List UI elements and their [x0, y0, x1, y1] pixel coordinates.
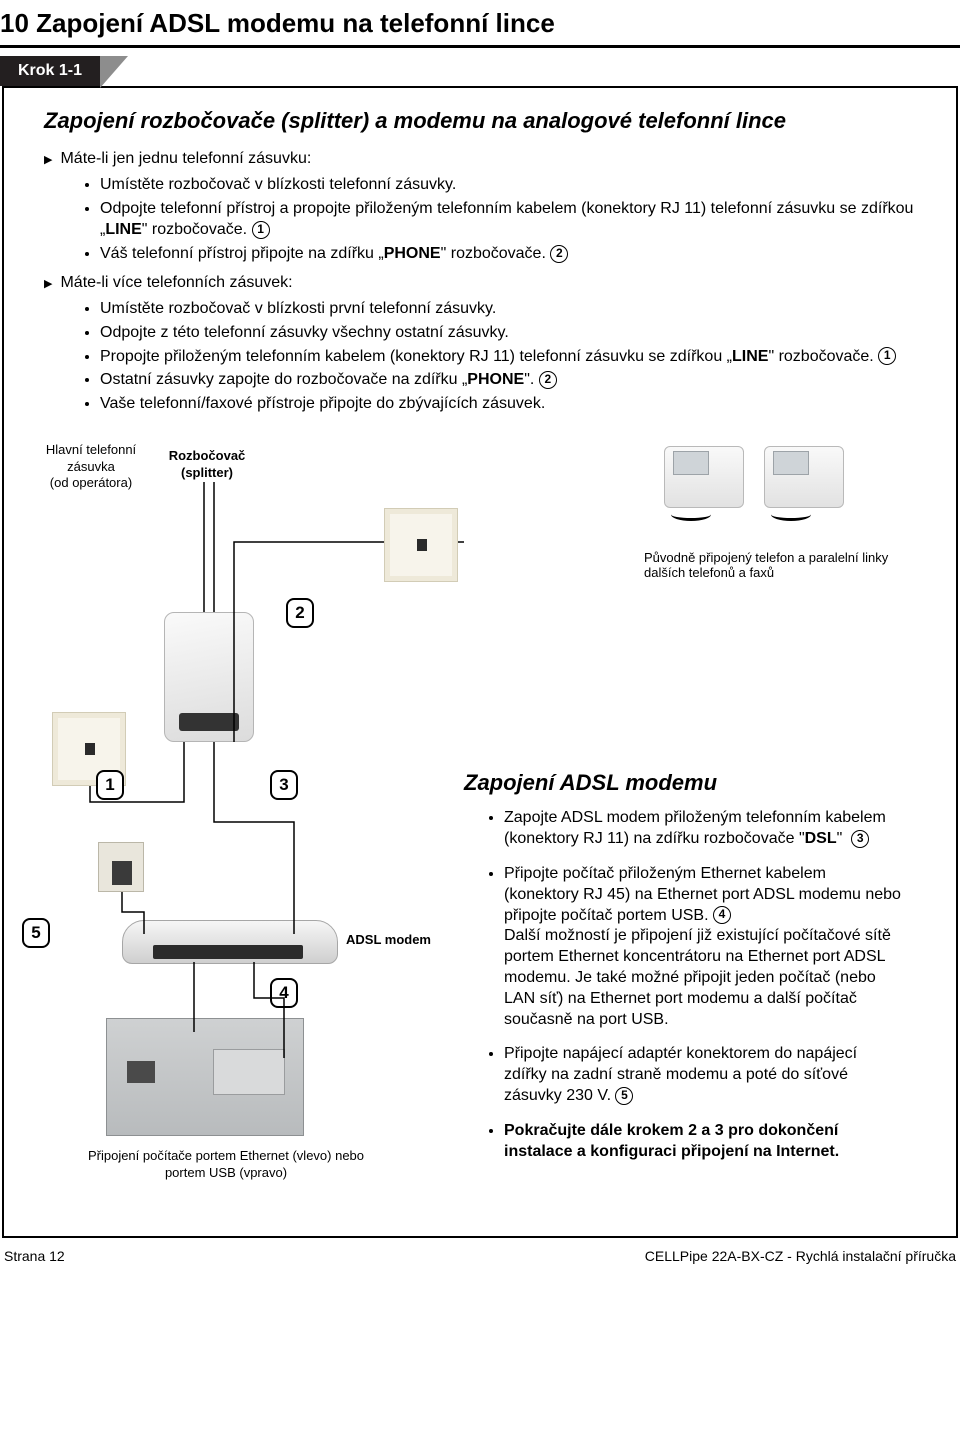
- adsl-modem-icon: [122, 920, 338, 964]
- case-one-intro: Máte-li jen jednu telefonní zásuvku:: [44, 150, 916, 168]
- list-item: Připojte napájecí adaptér konektorem do …: [504, 1044, 904, 1106]
- case-one-list: Umístěte rozbočovač v blízkosti telefonn…: [100, 174, 916, 264]
- pc-panel-icon: [106, 1018, 304, 1136]
- list-item: Umístěte rozbočovač v blízkosti telefonn…: [100, 174, 916, 196]
- modem-label: ADSL modem: [346, 932, 431, 948]
- ref-two-icon: 2: [550, 245, 568, 263]
- list-item: Ostatní zásuvky zapojte do rozbočovače n…: [100, 369, 916, 391]
- page-header: 10 Zapojení ADSL modemu na telefonní lin…: [0, 0, 960, 48]
- splitter-label: Rozbočovač (splitter): [162, 448, 252, 481]
- diagram-number-five: 5: [22, 918, 50, 948]
- list-item: Vaše telefonní/faxové přístroje připojte…: [100, 393, 916, 415]
- diagram-number-one: 1: [96, 770, 124, 800]
- list-item: Zapojte ADSL modem přiloženým telefonním…: [504, 808, 904, 850]
- ref-two-icon: 2: [539, 371, 557, 389]
- ref-one-icon: 1: [252, 221, 270, 239]
- phones-note: Původně připojený telefon a paralelní li…: [644, 550, 904, 580]
- list-item: Váš telefonní přístroj připojte na zdířk…: [100, 243, 916, 265]
- ref-four-icon: 4: [713, 906, 731, 924]
- list-item: Odpojte telefonní přístroj a propojte př…: [100, 198, 916, 241]
- diagram-number-four: 4: [270, 978, 298, 1008]
- case-two-intro: Máte-li více telefonních zásuvek:: [44, 274, 916, 292]
- ref-five-icon: 5: [615, 1087, 633, 1105]
- pc-caption: Připojení počítače portem Ethernet (vlev…: [66, 1148, 386, 1181]
- list-item: Pokračujte dále krokem 2 a 3 pro dokonče…: [504, 1121, 904, 1163]
- ref-three-icon: 3: [851, 830, 869, 848]
- splitter-icon: [164, 612, 254, 742]
- phone-two-icon: [764, 446, 844, 508]
- page-number: 10: [0, 8, 29, 38]
- step-tab: Krok 1-1: [0, 56, 100, 86]
- list-item: Připojte počítač přiloženým Ethernet kab…: [504, 864, 904, 1030]
- list-item: Propojte přiloženým telefonním kabelem (…: [100, 346, 916, 368]
- wall-jack-two-icon: [384, 508, 458, 582]
- connection-diagram: Hlavní telefonní zásuvka (od operátora) …: [44, 442, 916, 1212]
- modem-steps-list: Zapojte ADSL modem přiloženým telefonním…: [504, 808, 904, 1162]
- ref-one-icon: 1: [878, 347, 896, 365]
- diagram-number-three: 3: [270, 770, 298, 800]
- power-supply-icon: [98, 842, 144, 892]
- section-title-modem: Zapojení ADSL modemu: [464, 770, 904, 796]
- main-jack-label: Hlavní telefonní zásuvka (od operátora): [36, 442, 146, 491]
- section-title-splitter: Zapojení rozbočovače (splitter) a modemu…: [44, 108, 916, 134]
- case-two-list: Umístěte rozbočovač v blízkosti první te…: [100, 298, 916, 414]
- footer-left: Strana 12: [4, 1248, 65, 1264]
- diagram-number-two: 2: [286, 598, 314, 628]
- content-box: Zapojení rozbočovače (splitter) a modemu…: [2, 86, 958, 1238]
- phone-one-icon: [664, 446, 744, 508]
- page-title: Zapojení ADSL modemu na telefonní lince: [36, 8, 555, 38]
- list-item: Umístěte rozbočovač v blízkosti první te…: [100, 298, 916, 320]
- right-column: Původně připojený telefon a paralelní li…: [464, 750, 904, 1176]
- page-footer: Strana 12 CELLPipe 22A-BX-CZ - Rychlá in…: [0, 1238, 960, 1264]
- list-item: Odpojte z této telefonní zásuvky všechny…: [100, 322, 916, 344]
- footer-right: CELLPipe 22A-BX-CZ - Rychlá instalační p…: [645, 1248, 956, 1264]
